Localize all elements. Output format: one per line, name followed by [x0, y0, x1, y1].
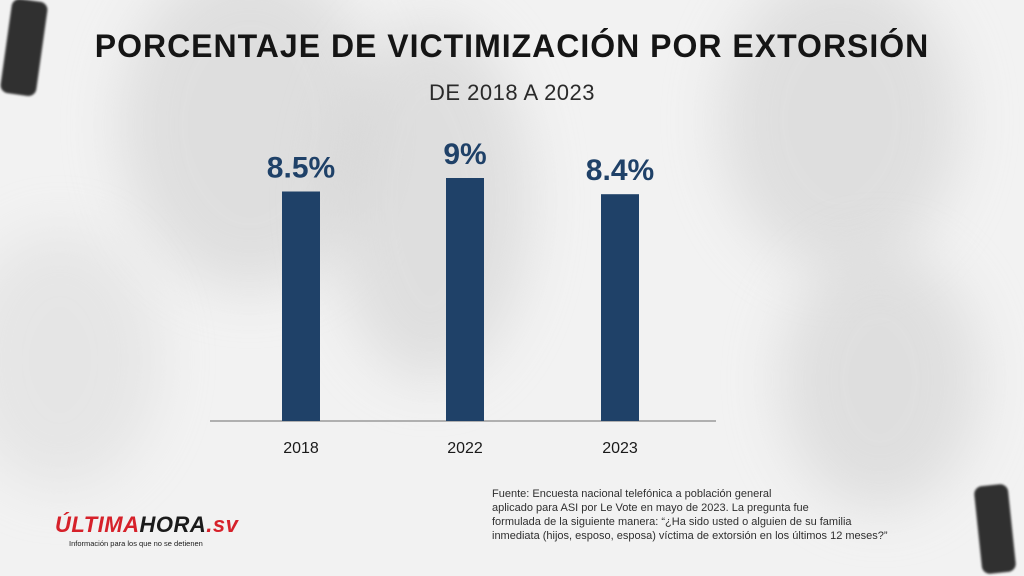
- logo-tagline: Información para los que no se detienen: [69, 539, 203, 548]
- logo-part-hora: HORA: [139, 512, 207, 537]
- logo-part-sv: .sv: [206, 512, 239, 537]
- background-blob: [780, 250, 980, 510]
- source-line-3: formulada de la siguiente manera: “¿Ha s…: [492, 516, 852, 528]
- chart-title: PORCENTAJE DE VICTIMIZACIÓN POR EXTORSIÓ…: [94, 28, 930, 64]
- bar-2023: [601, 194, 639, 421]
- chart-subtitle: DE 2018 A 2023: [428, 80, 596, 105]
- source-line-4: inmediata (hijos, esposo, esposa) víctim…: [492, 530, 888, 542]
- ultimahora-logo: ÚLTIMAHORA.sv Información para los que n…: [55, 512, 238, 548]
- source-line-1: Fuente: Encuesta nacional telefónica a p…: [492, 488, 772, 500]
- data-label-2018: 8.5%: [267, 152, 335, 185]
- logo-wordmark: ÚLTIMAHORA.sv: [55, 512, 238, 538]
- data-label-2022: 9%: [443, 138, 486, 171]
- bar-2018: [282, 191, 320, 421]
- background-blob: [720, 0, 960, 270]
- x-tick-label-2023: 2023: [602, 440, 638, 457]
- x-tick-label-2018: 2018: [283, 440, 319, 457]
- logo-part-ultima: ÚLTIMA: [55, 512, 140, 537]
- source-line-2: aplicado para ASI por Le Vote en mayo de…: [492, 502, 809, 514]
- bar-2022: [446, 178, 484, 421]
- data-label-2023: 8.4%: [586, 154, 654, 187]
- x-tick-label-2022: 2022: [447, 440, 483, 457]
- background-blob: [330, 20, 530, 380]
- background-blob: [0, 230, 160, 490]
- source-note: Fuente: Encuesta nacional telefónica a p…: [492, 487, 972, 543]
